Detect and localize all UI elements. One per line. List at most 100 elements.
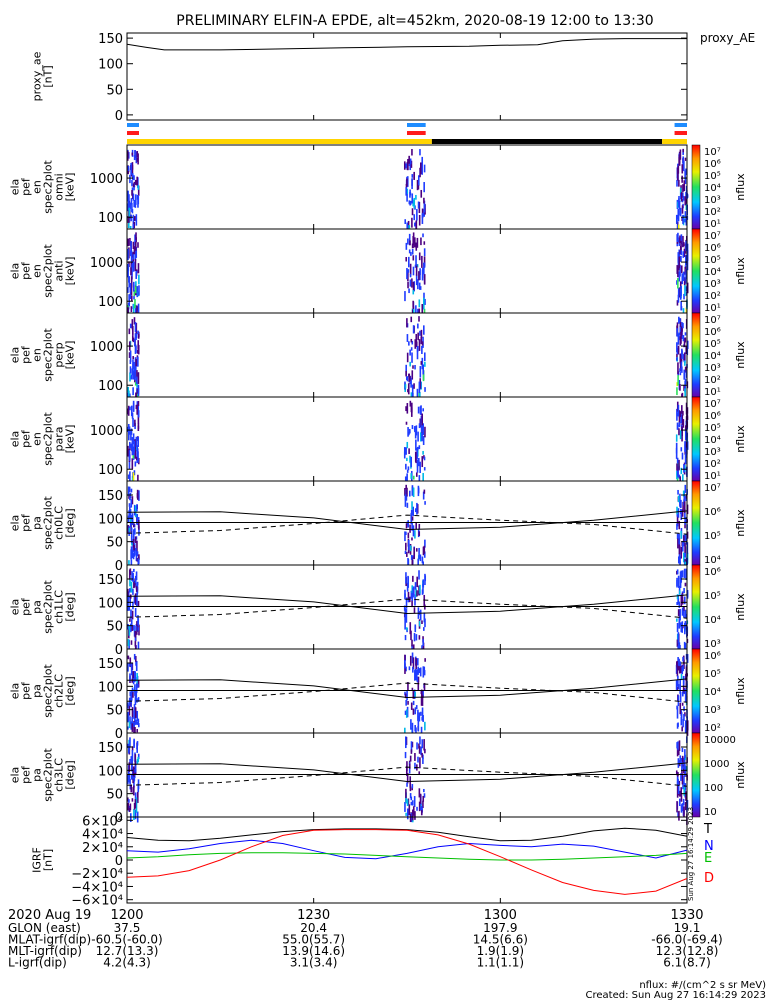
spectrogram-pixel [136,791,139,803]
spectrogram-pixel [410,630,412,641]
colorbar-tick-label: 10⁵ [704,669,721,680]
spectrogram-pixel [130,697,132,703]
spectrogram-pixel [136,581,139,586]
spectrogram-pixel [422,642,425,650]
spectrogram-pixel [134,794,137,800]
spectrogram-pixel [676,594,679,600]
spectrogram-pixel [418,252,421,261]
spectrogram-pixel [127,486,130,497]
panels-layer: 150100500proxy_ae[nT]proxy_AE1000100elap… [9,31,756,909]
spectrogram-pixel [410,252,412,256]
spectrogram-pixel [409,400,412,407]
spectrogram-pixel [677,556,680,564]
spectrogram-pixel [135,281,137,286]
spectrogram-pixel [414,237,416,248]
spectrogram-pixel [134,333,137,339]
spectrogram-pixel [679,411,682,417]
spectrogram-pixel [131,437,134,443]
spectrogram-pixel [682,242,685,247]
spectrogram-pixel [127,802,130,811]
spectrogram-pixel [415,341,418,348]
panel-ela-pef-en-spec2plot-perp: 1000100elapefenspec2plotperp[keV]10⁷10⁶1… [9,312,747,405]
spectrogram-pixel [136,448,139,453]
spectrogram-pixel [418,743,420,749]
spectrogram-pixel [684,380,686,392]
spectrogram-pixel [679,608,681,621]
spectrogram-pixel [415,548,418,552]
spectrogram-pixel [412,666,414,673]
spectrogram-pixel [128,721,131,729]
spectrogram-pixel [127,588,129,597]
spectrogram-pixel [420,162,422,175]
spectrogram-pixel [133,246,136,255]
spectrogram-pixel [680,240,682,252]
colorbar-label: nflux [734,761,747,789]
spectrogram-pixel [683,606,685,618]
spectrogram-pixel [408,200,411,205]
spectrogram-pixel [127,743,130,748]
spectrogram-pixel [683,706,685,712]
spectrogram-pixel [680,546,683,554]
spectrogram-pixel [683,463,685,473]
spectrogram-pixel [407,520,409,528]
spectrogram-pixel [137,344,140,355]
spectrogram-pixel [680,793,683,802]
spectrogram-pixel [411,352,413,363]
spectrogram-pixel [413,547,416,560]
spectrogram-pixel [414,811,416,820]
spectrogram-pixel [137,683,139,688]
spectrogram-pixel [127,165,130,172]
spectrogram-pixel [131,746,134,751]
spectrogram-pixel [679,577,682,588]
spectrogram-pixel [421,156,424,165]
spectrogram-pixel [137,558,140,570]
spectrogram-pixel [131,203,133,213]
spectrogram-pixel [680,265,683,274]
spectrogram-pixel [677,758,680,768]
spectrogram-pixel [132,387,134,396]
spectrogram-pixel [420,336,423,345]
spectrogram-pixel [681,366,683,373]
spectrogram-pixel [416,466,419,473]
spectrogram-pixel [679,678,681,687]
spectrogram-pixel [681,217,683,221]
spectrogram-pixel [134,450,137,459]
spectrogram-pixel [133,772,136,779]
spectrogram-pixel [128,762,131,773]
spectrogram-pixel [407,682,409,691]
spectrogram-pixel [412,309,415,314]
spectrogram-pixel [422,450,424,455]
spectrogram-pixel [679,264,681,277]
spectrogram-pixel [133,740,135,746]
spectrogram-pixel [686,726,689,736]
spectrogram-pixel [678,533,680,545]
spectrogram-pixel [684,622,686,635]
spectrogram-pixel [681,326,683,332]
spectrogram-pixel [406,376,409,382]
spectrogram-pixel [681,570,684,578]
spectrogram-pixel [414,594,416,606]
spectrogram-pixel [676,463,678,471]
spectrogram-pixel [408,155,410,164]
units-note: nflux: #/(cm^2 s sr MeV) [639,980,766,991]
spectrogram-pixel [135,536,138,540]
y-axis-label-line: ela [9,179,22,196]
spectrogram-pixel [678,601,681,608]
spectrogram-pixel [677,748,680,756]
spectrogram-pixel [421,432,423,442]
spectrogram-pixel [418,214,421,226]
spectrogram-pixel [418,570,420,580]
spectrogram-pixel [419,330,421,336]
spectrogram-pixel [137,720,140,725]
panel-igrf: 6×10⁴4×10⁴2×10⁴0−2×10⁴−4×10⁴−6×10⁴IGRF[n… [31,807,715,909]
spectrogram-pixel [411,278,413,288]
spectrogram-pixel [676,216,678,223]
spectrogram-pixel [132,472,135,481]
spectrogram-pixel [682,148,685,153]
spectrogram-pixel [677,577,680,588]
spectrogram-pixel [678,256,681,269]
spectrogram-pixel [679,691,682,703]
spectrogram-pixel [684,720,687,733]
spectrogram-pixel [128,294,130,301]
